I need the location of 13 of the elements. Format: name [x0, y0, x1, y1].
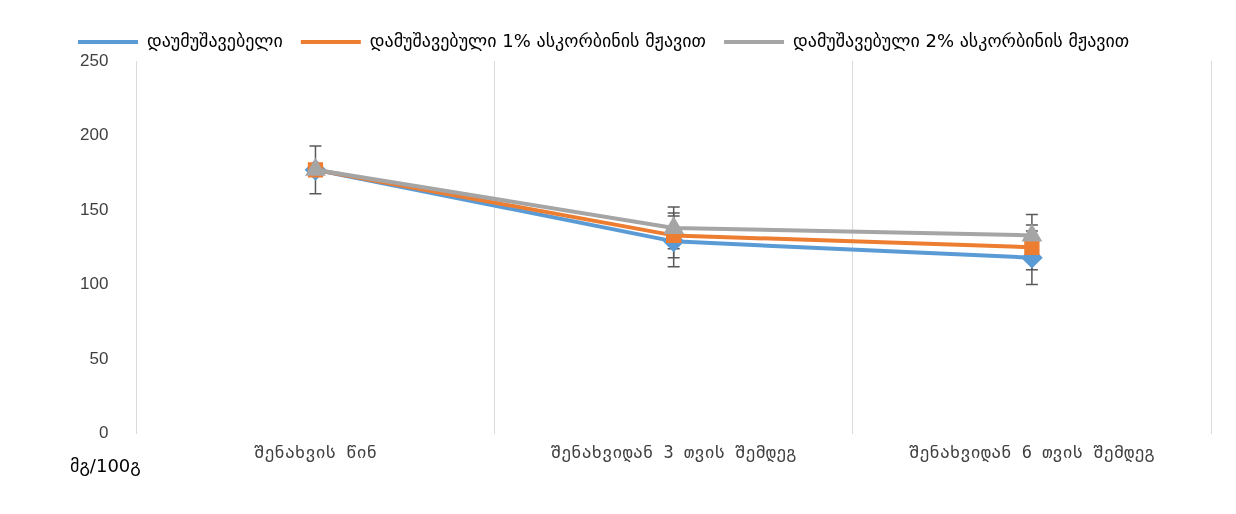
y-axis-title: მგ/100გ: [70, 455, 141, 476]
x-tick-label: შენახვიდან 6 თვის შემდეგ: [909, 442, 1155, 463]
x-tick-label: შენახვიდან 3 თვის შემდეგ: [550, 442, 797, 463]
y-tick-label: 200: [79, 125, 109, 145]
y-tick-label: 50: [89, 348, 109, 368]
y-tick-label: 250: [79, 50, 109, 70]
y-tick-label: 0: [98, 423, 109, 443]
legend-label: დამუშავებული 2% ასკორბინის მჟავით: [793, 29, 1130, 51]
legend-label: დამუშავებული 1% ასკორბინის მჟავით: [369, 29, 707, 51]
x-tick-label: შენახვის წინ: [254, 442, 377, 463]
legend-label: დაუმუშავებელი: [147, 29, 283, 51]
y-tick-label: 100: [79, 274, 109, 294]
y-tick-label: 150: [79, 199, 109, 219]
